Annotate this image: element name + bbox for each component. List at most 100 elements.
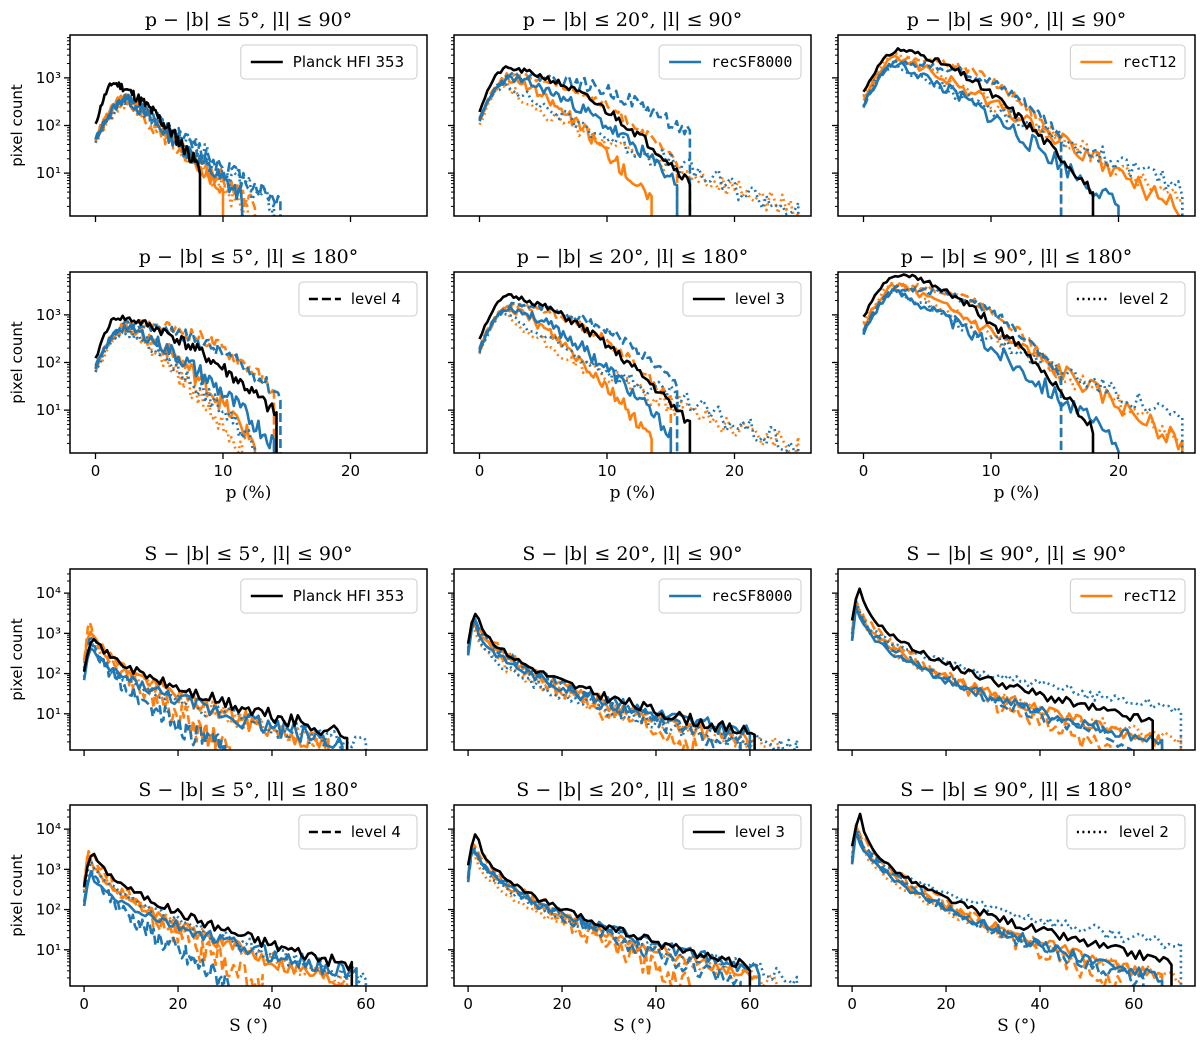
series-group [94,314,282,453]
series-line-recT12-level-4 [478,302,673,453]
series-line-recSF8000-level-3 [94,323,276,453]
y-tick-label: 10¹ [36,705,61,723]
series-line-recSF8000-level-3 [94,93,244,216]
y-tick-label: 10³ [36,860,61,878]
legend-label-recT12: recT12 [1122,587,1176,605]
x-tick-label: 40 [262,995,281,1013]
x-tick-label: 20 [725,462,744,480]
series-line-recSF8000-level-2 [850,824,1183,986]
y-axis-label: pixel count [8,84,26,167]
series-line-recSF8000-level-3 [850,605,1164,750]
x-tick-label: 10 [981,462,1000,480]
legend-box [298,814,418,850]
y-tick-label: 10² [36,665,61,683]
subplot-9: S − |b| ≤ 90°, |l| ≤ 90° recT12 [832,543,1196,756]
x-tick-label: 60 [1124,995,1143,1013]
x-tick-label: 10 [213,462,232,480]
legend-label-level3: level 3 [735,823,785,841]
series-line-recSF8000-level-2 [478,310,800,453]
series-line-recT12-level-3 [862,54,1182,216]
series-line-planck-level-3 [862,47,1095,216]
legend: level 2 [1066,281,1186,317]
x-tick-label: 20 [341,462,360,480]
subplot-5: p − |b| ≤ 20°, |l| ≤ 180° 0 10 20 p (%) level… [448,246,812,503]
x-axis-label: p (%) [610,483,656,503]
subplot-title: p − |b| ≤ 5°, |l| ≤ 90° [145,9,352,31]
series-line-recT12-level-4 [478,72,679,216]
series-line-recSF8000-level-4 [850,832,1145,986]
legend-box [1069,44,1186,80]
series-line-recSF8000-level-3 [466,617,752,750]
x-tick-label: 60 [740,995,759,1013]
axes-frame [69,804,428,987]
series-line-recT12-level-4 [94,94,257,216]
series-line-recT12-level-2 [478,307,800,453]
legend-box [1066,814,1186,850]
series-line-recSF8000-level-3 [850,830,1164,986]
axes-frame [837,568,1196,751]
y-tick-label: 10² [36,901,61,919]
y-tick-label: 10⁴ [36,584,61,602]
series-line-recSF8000-level-3 [478,74,679,216]
series-group [466,833,799,986]
series-line-planck-level-3 [478,293,692,453]
series-line-recT12-level-4 [466,618,705,750]
subplot-title: S − |b| ≤ 5°, |l| ≤ 180° [138,779,358,801]
series-line-recSF8000-level-4 [478,70,692,216]
subplot-6: p − |b| ≤ 90°, |l| ≤ 180° 0 10 20 p (%) level… [832,246,1196,503]
legend: recSF8000 [658,44,802,80]
legend-label-recSF8000: recSF8000 [711,587,792,605]
y-tick-label: 10³ [36,306,61,324]
y-tick-label: 10³ [36,69,61,87]
legend-label-level3: level 3 [735,290,785,308]
legend-box [658,578,802,614]
y-tick-label: 10¹ [36,401,61,419]
axes-frame [453,804,812,987]
legend-label-level4: level 4 [351,823,401,841]
series-group [466,612,799,750]
series-line-recSF8000-level-2 [478,81,800,216]
series-line-recSF8000-level-2 [82,641,368,750]
series-line-planck-level-3 [82,638,349,750]
series-line-recSF8000-level-4 [94,319,282,453]
subplot-title: p − |b| ≤ 20°, |l| ≤ 90° [523,9,742,31]
legend: Planck HFI 353 [240,44,418,80]
subplot-title: S − |b| ≤ 90°, |l| ≤ 180° [900,779,1132,801]
y-axis-label: pixel count [8,854,26,937]
series-group [94,81,282,216]
series-line-recSF8000-level-4 [850,607,1135,750]
subplot-title: S − |b| ≤ 20°, |l| ≤ 180° [516,779,748,801]
legend: recSF8000 [658,578,802,614]
x-axis-label: p (%) [994,483,1040,503]
series-line-recT12-level-3 [466,620,752,750]
x-axis-label: S (°) [997,1016,1036,1036]
series-line-planck-level-3 [94,314,278,453]
series-line-recT12-level-3 [82,630,330,750]
series-line-recT12-level-2 [82,858,349,986]
series-line-recT12-level-4 [862,56,1063,216]
series-line-recT12-level-2 [478,82,800,216]
series-line-recT12-level-2 [94,327,244,453]
axes-frame [69,568,428,751]
legend-box [682,814,802,850]
y-tick-label: 10² [36,117,61,135]
legend: level 3 [682,281,802,317]
subplot-10: S − |b| ≤ 5°, |l| ≤ 180° 0 20 40 60 10¹ 10² 10³… [8,779,428,1036]
y-tick-label: 10² [36,354,61,372]
series-line-recT12-level-2 [862,52,1184,216]
series-line-recSF8000-level-2 [466,625,799,750]
series-line-recSF8000-level-2 [850,599,1183,750]
subplot-title: p − |b| ≤ 90°, |l| ≤ 90° [907,9,1126,31]
series-line-planck-level-3 [850,812,1173,986]
subplot-1: p − |b| ≤ 5°, |l| ≤ 90° 10¹ 10² 10³ pixel co… [8,9,428,222]
axes-frame [837,804,1196,987]
x-tick-label: 0 [859,462,869,480]
legend-box [240,44,418,80]
y-tick-label: 10¹ [36,164,61,182]
legend-label-level2: level 2 [1119,290,1169,308]
x-tick-label: 0 [91,462,101,480]
series-line-recSF8000-level-2 [94,326,257,453]
series-line-recT12-level-2 [862,281,1184,453]
series-group [862,273,1184,453]
x-axis-label: S (°) [229,1016,268,1036]
